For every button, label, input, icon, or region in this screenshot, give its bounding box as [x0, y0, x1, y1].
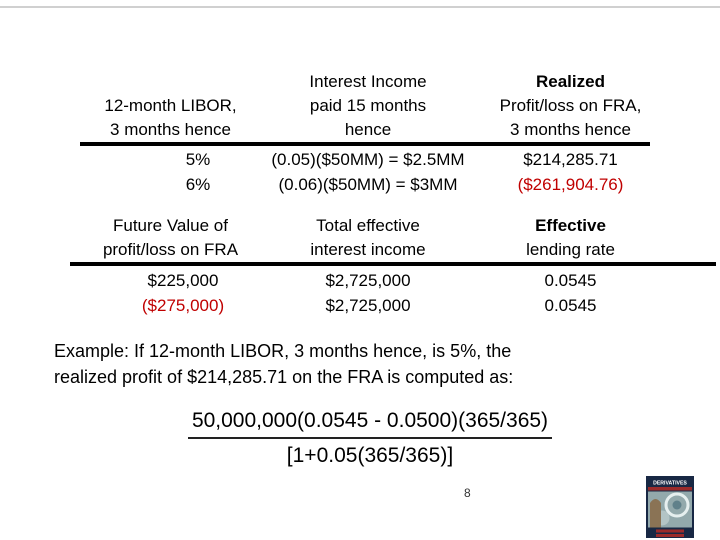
header-line: 12-month LIBOR, — [104, 96, 237, 115]
cover-author-band-1 — [656, 529, 684, 533]
t2-cell-fv-gain: $225,000 — [147, 271, 219, 290]
example-line-2: realized profit of $214,285.71 on the FR… — [54, 367, 514, 387]
t1-cell-libor-5: 5% — [185, 150, 211, 169]
slide-page-number: 8 — [464, 486, 471, 500]
t1-cell-loss-6: ($261,904.76) — [517, 175, 624, 194]
header-line: paid 15 months — [309, 96, 427, 115]
header-line: hence — [344, 120, 392, 139]
t2-cell-income-1: $2,725,000 — [325, 271, 411, 290]
header-line: 3 months hence — [110, 120, 231, 139]
t1-cell-income-6: (0.06)($50MM) = $3MM — [278, 175, 458, 194]
example-paragraph: Example: If 12-month LIBOR, 3 months hen… — [54, 338, 513, 390]
t2-header-rule — [70, 262, 716, 266]
cover-gear-hub — [672, 500, 682, 510]
t1-cell-profit-5: $214,285.71 — [523, 150, 618, 169]
t2-header-col-total-income: Total effective interest income — [263, 213, 473, 262]
t1-header-col-interest-income: Interest Income paid 15 months hence — [263, 66, 473, 142]
header-line: 3 months hence — [510, 120, 631, 139]
t2-cell-income-2: $2,725,000 — [325, 296, 411, 315]
header-line: Total effective — [316, 216, 420, 235]
formula-denominator: [1+0.05(365/365)] — [286, 444, 454, 467]
t1-header-col-realized-profit: Realized Profit/loss on FRA, 3 months he… — [473, 66, 668, 142]
header-line: profit/loss on FRA — [102, 240, 239, 259]
t2-cell-fv-loss: ($275,000) — [141, 296, 225, 315]
header-line: Interest Income — [309, 72, 427, 91]
t1-header-col-libor: 12-month LIBOR, 3 months hence — [78, 66, 263, 142]
header-line: Realized — [536, 72, 605, 91]
t2-cell-rate-2: 0.0545 — [544, 296, 597, 315]
t1-cell-income-5: (0.05)($50MM) = $2.5MM — [271, 150, 465, 169]
example-line-1: Example: If 12-month LIBOR, 3 months hen… — [54, 341, 512, 361]
cover-red-band — [648, 487, 692, 491]
t1-cell-libor-6: 6% — [185, 175, 211, 194]
header-line: Future Value of — [113, 216, 228, 235]
fra-table-1-header: 12-month LIBOR, 3 months hence Interest … — [78, 66, 668, 142]
t1-header-rule — [80, 142, 650, 146]
t2-header-col-future-value: Future Value of profit/loss on FRA — [78, 213, 263, 262]
derivatives-book-cover: DERIVATIVES — [646, 476, 694, 538]
fra-payoff-formula: 50,000,000(0.0545 - 0.0500)(365/365) [1+… — [168, 408, 572, 469]
cover-gear-icon — [664, 492, 690, 518]
formula-numerator: 50,000,000(0.0545 - 0.0500)(365/365) — [187, 408, 553, 439]
top-divider-line — [0, 6, 720, 8]
header-line: interest income — [310, 240, 426, 259]
cover-author-band-2 — [656, 534, 684, 537]
cover-footer — [646, 527, 694, 538]
header-line: lending rate — [526, 240, 615, 259]
header-line: Profit/loss on FRA, — [499, 96, 642, 115]
fra-table-2-rows: $225,000 $2,725,000 0.0545 ($275,000) $2… — [78, 268, 668, 318]
cover-arch-shape — [650, 499, 661, 528]
t2-header-col-lending-rate: Effective lending rate — [473, 213, 668, 262]
fra-table-1-rows: 5% (0.05)($50MM) = $2.5MM $214,285.71 6%… — [78, 147, 668, 197]
t2-cell-rate-1: 0.0545 — [544, 271, 597, 290]
fra-table-2-header: Future Value of profit/loss on FRA Total… — [78, 213, 668, 262]
cover-title-text: DERIVATIVES — [653, 481, 687, 487]
header-line: Effective — [535, 216, 606, 235]
